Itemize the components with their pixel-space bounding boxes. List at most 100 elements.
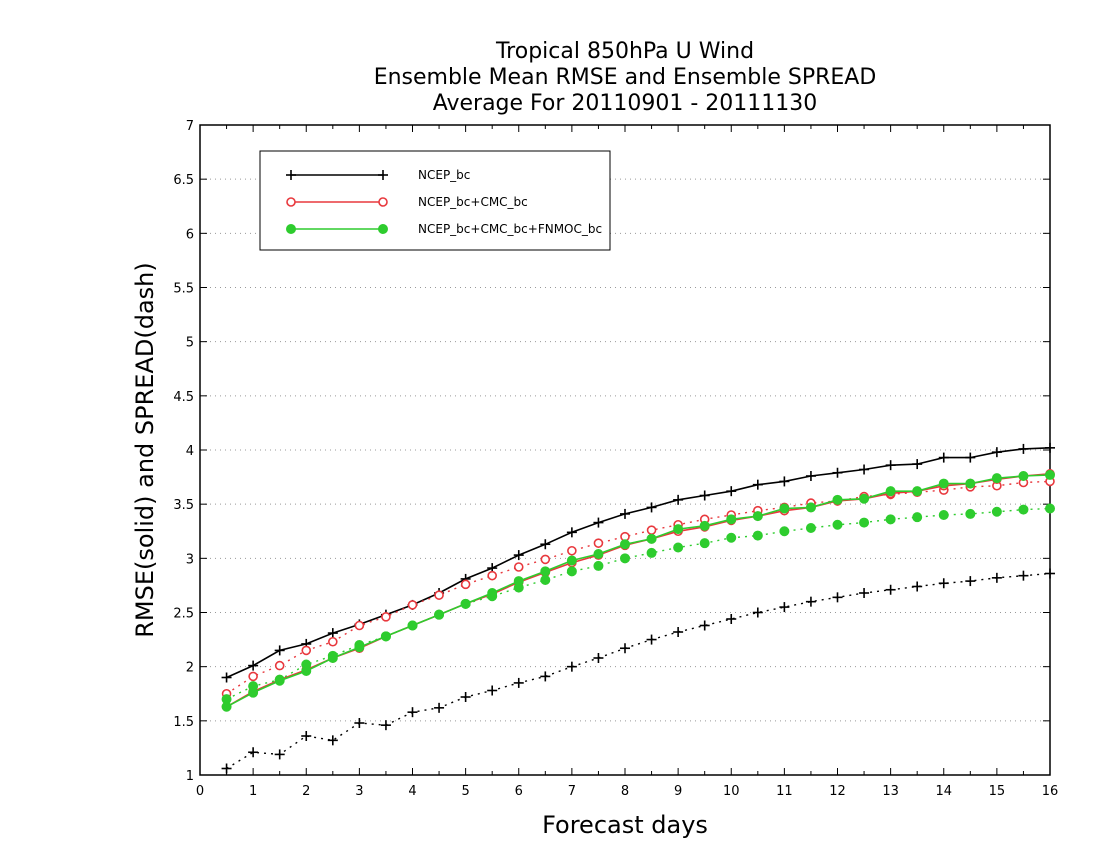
data-point [859,493,870,504]
y-axis-label: RMSE(solid) and SPREAD(dash) [131,262,159,638]
series-line [226,473,1051,708]
data-point [912,486,923,497]
x-axis: 0 1 2 3 4 5 6 7 8 9 10 11 12 13 14 15 16 [196,125,1058,799]
y-tick-label: 5 [186,336,194,351]
chart-title-line-1: Tropical 850hPa U Wind [495,39,754,64]
data-point [221,701,232,712]
x-tick-label: 14 [935,784,952,799]
data-point [354,620,365,631]
legend-label: NCEP_bc+CMC_bc [418,195,528,209]
x-tick-label: 13 [882,784,899,799]
data-point [248,671,258,682]
data-point [407,600,418,610]
data-point [286,197,296,207]
data-point [1018,504,1029,515]
y-tick-label: 1 [186,769,194,784]
data-point [965,508,976,519]
x-tick-label: 2 [302,784,310,799]
series-ncep-bc-spread [221,568,1055,774]
data-point [566,555,577,566]
data-point [378,224,388,234]
x-tick-label: 0 [196,784,204,799]
data-point [487,570,497,581]
data-point [328,636,338,647]
data-point [912,512,923,523]
series-line [226,480,1051,695]
data-point [434,609,445,620]
legend-entry-ncep-bc-cmc-bc-fnmoc-bc: NCEP_bc+CMC_bc+FNMOC_bc [286,222,602,236]
chart-title-line-2: Ensemble Mean RMSE and Ensemble SPREAD [374,65,877,90]
series-line [226,474,1051,708]
chart-title-line-3: Average For 20110901 - 20111130 [433,91,818,116]
data-point [752,530,763,541]
data-point [274,660,285,671]
data-point [381,612,391,622]
legend-label: NCEP_bc [418,168,470,182]
y-tick-label: 4 [186,444,194,459]
data-point [301,666,312,676]
legend-box [259,150,611,251]
series-ncep-bc-cmc-bc-fnmoc-bc-rmse [221,469,1055,712]
x-tick-label: 11 [776,784,793,799]
data-point [460,598,471,609]
data-point [938,510,949,520]
data-point [699,520,710,531]
x-tick-label: 15 [989,784,1006,799]
x-tick-label: 10 [723,784,740,799]
x-axis-label: Forecast days [542,811,708,839]
y-tick-label: 5.5 [173,282,194,297]
data-point [593,549,604,559]
data-point [859,517,870,528]
data-point [354,642,365,653]
data-point [938,478,949,489]
data-point [1018,471,1029,481]
data-point [434,590,444,600]
data-point [286,224,296,234]
data-point [699,538,710,549]
data-point [832,494,843,505]
data-point [540,566,551,577]
data-point [460,579,471,590]
legend: NCEP_bc NCEP_bc+CMC_bc NCEP_bc+CMC_bc+FNMO… [259,150,611,251]
data-point [327,653,338,663]
data-point [487,588,498,598]
y-tick-label: 3 [186,552,194,567]
series-line [226,507,1051,700]
data-point [380,631,391,642]
data-point [274,675,285,686]
x-tick-label: 7 [568,784,576,799]
legend-label: NCEP_bc+CMC_bc+FNMOC_bc [418,222,602,236]
x-tick-label: 4 [408,784,416,799]
data-point [779,503,790,514]
data-point [540,554,551,565]
data-point [805,523,816,533]
y-tick-label: 6 [186,227,194,242]
data-point [885,514,896,525]
x-tick-label: 6 [515,784,523,799]
data-point [1045,503,1055,514]
y-tick-label: 4.5 [173,390,194,405]
data-point [566,566,577,577]
x-tick-label: 16 [1042,784,1059,799]
data-point [1045,469,1055,480]
data-point [805,502,816,513]
legend-entry-ncep-bc: NCEP_bc [286,168,470,182]
data-point [752,511,763,522]
y-tick-label: 1.5 [173,715,194,730]
y-tick-label: 6.5 [173,173,194,188]
series-line [226,572,1051,770]
x-tick-label: 5 [461,784,469,799]
data-point [593,538,604,548]
data-point [991,506,1002,517]
data-point [965,478,976,489]
series-ncep-bc-cmc-bc-rmse [221,469,1055,712]
data-point [673,524,684,535]
grid [200,178,1050,722]
legend-entry-ncep-bc-cmc-bc: NCEP_bc+CMC_bc [286,195,528,209]
series-line [226,447,1051,679]
data-point [567,545,577,556]
data-point [726,532,737,543]
data-point [620,553,630,564]
data-point [378,197,388,207]
